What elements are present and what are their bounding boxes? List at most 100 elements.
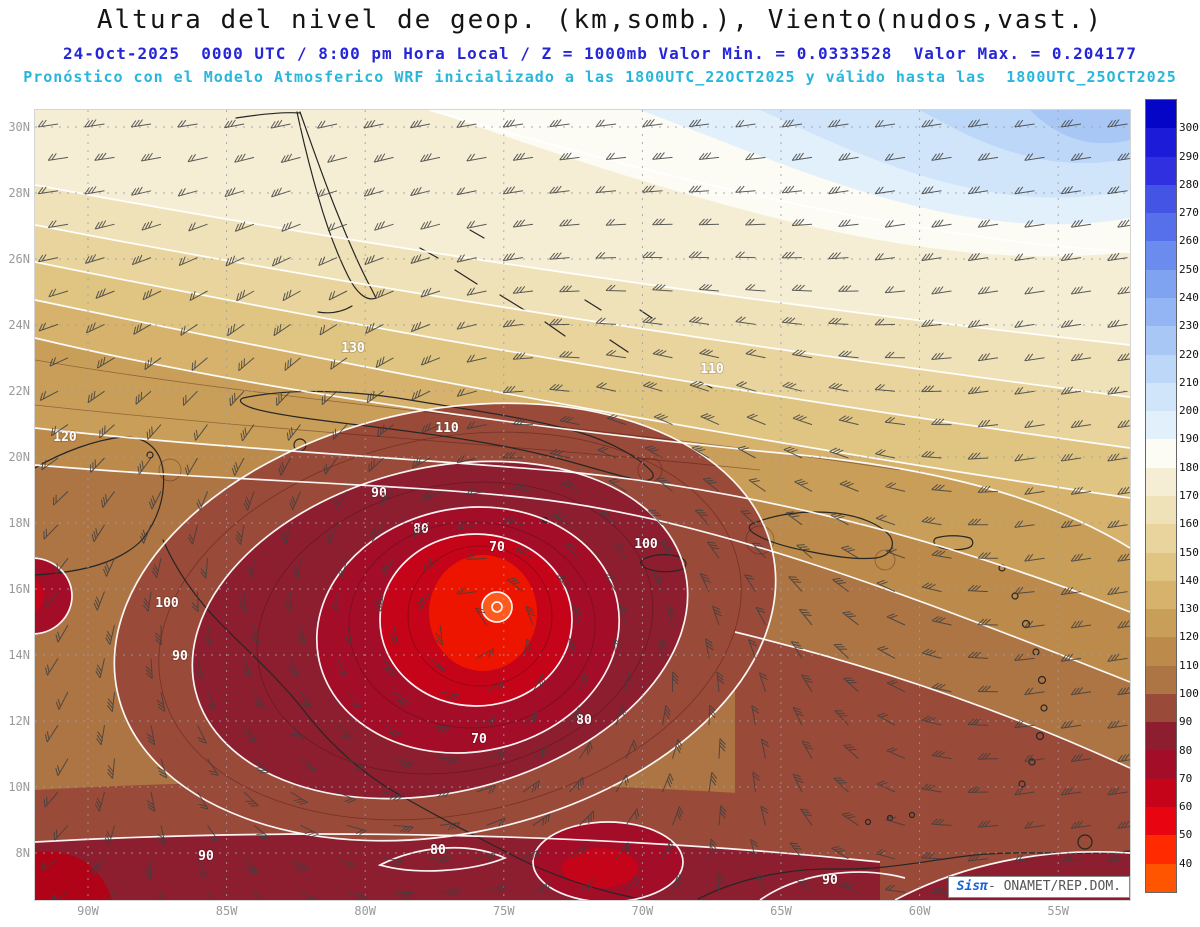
lat-tick-label: 20N <box>8 450 30 464</box>
map-title: Altura del nivel de geop. (km,somb.), Vi… <box>96 5 1104 35</box>
colorbar-tick-label: 100 <box>1179 687 1199 700</box>
colorbar-segment <box>1146 213 1176 242</box>
colorbar-segment <box>1146 609 1176 638</box>
wind-barb-layer <box>37 118 1130 900</box>
lat-axis: 30N 28N 26N 24N 22N 20N 18N 16N 14N 12N 10N 8N <box>0 0 30 927</box>
colorbar-segment <box>1146 580 1176 610</box>
colorbar-tick-label: 80 <box>1179 743 1193 757</box>
valid-time-line: 24-Oct-2025 0000 UTC / 8:00 pm Hora Loca… <box>63 44 1137 63</box>
lon-tick-label: 60W <box>908 904 931 918</box>
lat-tick-label: 18N <box>8 516 30 530</box>
colorbar-tick-label: 40 <box>1179 856 1193 870</box>
lon-axis: 90W 85W 80W 75W 70W 65W 60W 55W <box>0 904 1140 922</box>
colorbar-tick-label: 160 <box>1179 517 1199 531</box>
contour-label: 90 <box>172 649 188 664</box>
contour-label: 130 <box>341 341 365 356</box>
colorbar-segment <box>1146 495 1176 525</box>
colorbar-segment <box>1146 128 1176 157</box>
colorbar-segment <box>1146 807 1176 836</box>
colorbar-segment <box>1146 439 1176 468</box>
colorbar-tick-label: 220 <box>1179 347 1199 361</box>
colorbar-segment <box>1146 835 1176 864</box>
colorbar-tick-label: 250 <box>1179 262 1199 276</box>
lon-tick-label: 75W <box>492 904 515 918</box>
colorbar-segment <box>1146 524 1176 553</box>
colorbar-segment <box>1146 269 1176 298</box>
branding-logo: Sisπ- ONAMET/REP.DOM. <box>947 876 1130 898</box>
graticule <box>35 110 1130 900</box>
colorbar-segment <box>1146 411 1176 440</box>
sispi-logo-text: Sisπ <box>956 879 988 894</box>
colorbar-tick-label: 50 <box>1179 828 1193 842</box>
contour-label: 110 <box>435 421 459 436</box>
colorbar-tick-label: 130 <box>1179 602 1199 616</box>
contour-label: 100 <box>634 537 658 552</box>
colorbar-segment <box>1146 693 1176 723</box>
colorbar-segment <box>1146 467 1176 496</box>
contour-label: 110 <box>700 362 724 377</box>
colorbar-segment <box>1146 552 1176 581</box>
colorbar-tick-label: 300 <box>1179 121 1199 135</box>
coastlines <box>35 111 1130 900</box>
white-contours <box>35 110 1130 900</box>
colorbar-tick-label: 120 <box>1179 630 1199 644</box>
colorbar-labels: 300 290 280 270 260 250 240 230 220 210 200 190 180 1… <box>1179 100 1200 892</box>
colorbar-tick-label: 190 <box>1179 432 1199 446</box>
colorbar-tick-label: 170 <box>1179 489 1199 502</box>
colorbar-tick-label: 140 <box>1179 573 1199 587</box>
lon-tick-label: 90W <box>77 904 99 918</box>
colorbar-segment <box>1146 778 1176 808</box>
lat-tick-label: 10N <box>8 780 30 794</box>
colorbar-tick-label: 60 <box>1179 800 1193 814</box>
colorbar-tick-label: 200 <box>1179 404 1199 418</box>
contour-label: 90 <box>198 849 214 864</box>
colorbar-segment <box>1146 184 1176 214</box>
onamet-credit: - ONAMET/REP.DOM. <box>987 879 1121 894</box>
colorbar-segment <box>1146 750 1176 779</box>
colorbar-segment <box>1146 637 1176 666</box>
lat-tick-label: 16N <box>8 582 30 596</box>
lat-tick-label: 22N <box>8 384 30 398</box>
colorbar-segment <box>1146 863 1176 892</box>
contour-label: 100 <box>155 596 179 611</box>
colorbar-tick-label: 210 <box>1179 375 1199 389</box>
contour-label: 80 <box>430 843 446 858</box>
lon-tick-label: 70W <box>631 904 654 918</box>
contour-label: 120 <box>53 430 77 445</box>
colorbar-tick-label: 270 <box>1179 206 1199 220</box>
lat-tick-label: 26N <box>8 252 30 266</box>
colorbar-segment <box>1146 100 1176 129</box>
lat-tick-label: 12N <box>8 714 30 728</box>
lat-tick-label: 8N <box>15 846 30 860</box>
contour-label: 70 <box>489 540 505 555</box>
contour-label: 80 <box>576 713 592 728</box>
colorbar-tick-label: 290 <box>1179 149 1199 163</box>
colorbar-segment <box>1146 382 1176 412</box>
colorbar-segment <box>1146 722 1176 751</box>
colorbar-tick-label: 180 <box>1179 460 1199 474</box>
colorbar-tick-label: 70 <box>1179 771 1193 785</box>
contour-label: 90 <box>371 486 387 501</box>
colorbar-segment <box>1146 665 1176 694</box>
colorbar-segment <box>1146 326 1176 355</box>
forecast-line: Pronóstico con el Modelo Atmosferico WRF… <box>23 68 1177 86</box>
colorbar-segment <box>1146 241 1176 270</box>
colorbar-tick-label: 240 <box>1179 291 1199 304</box>
colorbar-segment <box>1146 156 1176 185</box>
colorbar <box>1145 99 1177 893</box>
colorbar-segment <box>1146 297 1176 327</box>
lat-tick-label: 14N <box>8 648 30 662</box>
lat-tick-label: 30N <box>8 120 30 134</box>
wind-barbs <box>37 118 1130 900</box>
colorbar-tick-label: 90 <box>1179 715 1193 729</box>
contour-label: 70 <box>471 732 487 747</box>
lon-tick-label: 80W <box>354 904 377 918</box>
colorbar-tick-label: 110 <box>1179 658 1199 672</box>
contour-label: 90 <box>822 873 838 888</box>
lat-tick-label: 28N <box>8 186 30 200</box>
colorbar-tick-label: 230 <box>1179 319 1199 333</box>
lon-tick-label: 85W <box>215 904 238 918</box>
